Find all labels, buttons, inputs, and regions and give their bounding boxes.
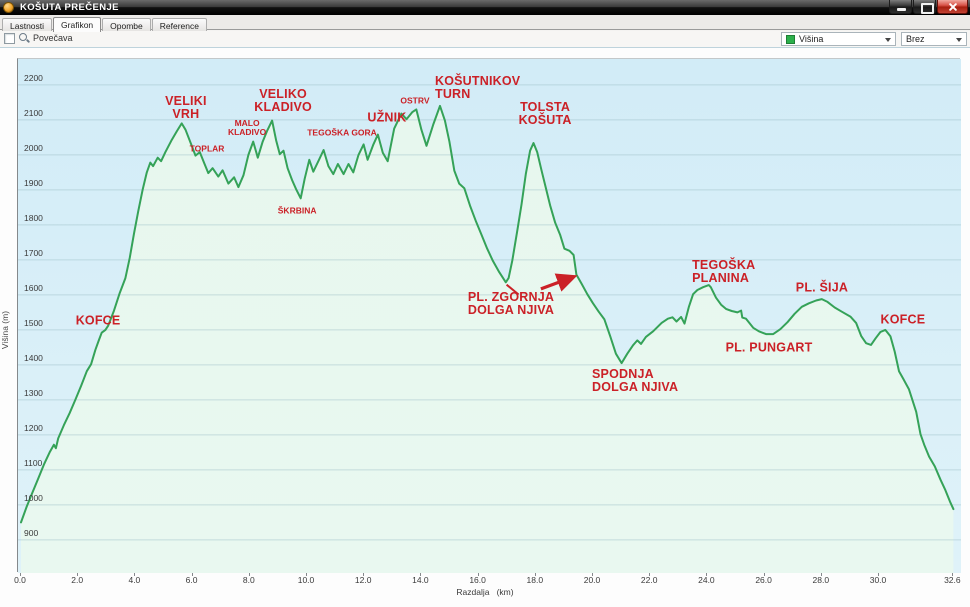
svg-text:1300: 1300 [24, 388, 43, 398]
window-title: KOŠUTA PREČENJE [20, 2, 119, 13]
zoom-checkbox-label: Povečava [33, 33, 73, 43]
chevron-down-icon [956, 38, 962, 42]
svg-text:2200: 2200 [24, 73, 43, 83]
x-tick-label: 8.0 [242, 575, 255, 585]
x-tick-label: 28.0 [812, 575, 830, 585]
overlay-dropdown[interactable]: Brez [901, 32, 967, 46]
x-tick-label: 26.0 [755, 575, 772, 585]
x-tick-label: 20.0 [583, 575, 601, 585]
x-tick-label: 18.0 [526, 575, 544, 585]
peak-label-veliki-vrh: VELIKI VRH [165, 94, 207, 122]
peak-label-pl-zgornja-dolga-njiva: PL. ZGORNJA DOLGA NJIVA [467, 290, 555, 318]
peak-label-tegos-ka-gora: TEGOŠKA GORA [307, 127, 377, 138]
peak-label-malo-kladivo: MALO KLADIVO [227, 118, 267, 137]
x-tick-mark [649, 573, 651, 576]
svg-text:1500: 1500 [24, 318, 43, 328]
tab-reference[interactable]: Reference [151, 18, 207, 32]
x-tick-label: 14.0 [412, 575, 429, 585]
svg-text:900: 900 [24, 528, 38, 538]
x-tick-mark [306, 573, 307, 576]
series-dropdown[interactable]: Višina [781, 32, 896, 46]
svg-text:1200: 1200 [24, 423, 43, 433]
x-tick-label: 0.0 [14, 575, 26, 585]
zoom-checkbox[interactable] [4, 33, 15, 44]
peak-label-ostrv: OSTRV [400, 95, 430, 106]
series-dropdown-value: Višina [799, 34, 824, 44]
overlay-dropdown-value: Brez [906, 34, 925, 44]
x-tick-mark [952, 573, 954, 576]
app-icon [3, 2, 14, 13]
toolbar: Povečava Višina Brez [0, 31, 970, 47]
peak-label-spodnja-dolga-njiva: SPODNJA DOLGA NJIVA [592, 367, 679, 395]
svg-text:1000: 1000 [24, 493, 43, 503]
x-axis-title: Razdalja (km) [456, 587, 514, 597]
x-tick-label: 12.0 [354, 575, 372, 585]
peak-label-uz-nik: UŽNIK [367, 110, 407, 125]
x-tick-label: 4.0 [128, 575, 141, 585]
x-tick-mark [592, 573, 593, 576]
x-tick-mark [20, 573, 21, 576]
x-tick-mark [191, 573, 193, 576]
x-tick-label: 30.0 [869, 575, 887, 585]
y-axis-title: Višina (m) [0, 310, 10, 350]
svg-text:1400: 1400 [24, 353, 43, 363]
peak-label-kos-utnikov-turn: KOŠUTNIKOV TURN [434, 73, 521, 101]
svg-text:1600: 1600 [24, 283, 43, 293]
minimize-button[interactable] [889, 0, 912, 14]
tab-lastnosti[interactable]: Lastnosti [2, 18, 53, 32]
x-tick-mark [134, 573, 136, 576]
x-tick-mark [420, 573, 422, 576]
x-tick-mark [477, 573, 479, 576]
x-tick-mark [820, 573, 822, 576]
x-tick-label: 10.0 [297, 575, 315, 585]
svg-text:2100: 2100 [24, 108, 43, 118]
tab-opombe[interactable]: Opombe [102, 18, 151, 32]
title-bar[interactable]: KOŠUTA PREČENJE [0, 0, 970, 15]
peak-label-kofce: KOFCE [75, 313, 121, 328]
elevation-plot[interactable]: 900 1000 1100 1200 1300 1400 1500 1600 1700 1800 1… [17, 58, 961, 573]
x-tick-mark [763, 573, 765, 576]
svg-text:1700: 1700 [24, 248, 43, 258]
peak-label-pl-pungart: PL. PUNGART [725, 340, 813, 355]
x-tick-mark [77, 573, 79, 576]
close-button[interactable] [937, 0, 968, 14]
x-tick-mark [248, 573, 250, 576]
peak-label-s-krbina: ŠKRBINA [277, 205, 317, 216]
svg-text:1800: 1800 [24, 213, 43, 223]
x-tick-mark [878, 573, 879, 576]
x-tick-label: 24.0 [698, 575, 715, 585]
svg-text:2000: 2000 [24, 143, 43, 153]
tab-grafikon[interactable]: Grafikon [53, 17, 102, 32]
svg-text:1100: 1100 [24, 458, 43, 468]
tab-bar: Lastnosti Grafikon Opombe Reference [0, 15, 970, 32]
peak-label-toplar: TOPLAR [189, 143, 225, 154]
x-tick-mark [363, 573, 365, 576]
maximize-button[interactable] [913, 0, 936, 14]
svg-text:1900: 1900 [24, 178, 43, 188]
chevron-down-icon [885, 38, 891, 42]
peak-label-kofce: KOFCE [880, 312, 926, 327]
series-color-swatch [786, 34, 795, 44]
x-tick-label: 32.6 [944, 575, 961, 585]
x-tick-label: 2.0 [71, 575, 84, 585]
chart-panel: Višina (m) 900 1000 1100 1200 1300 1400 1500 16… [0, 47, 970, 607]
peak-label-tegos-ka-planina: TEGOŠKA PLANINA [692, 257, 756, 285]
peak-label-tolsta-kos-uta: TOLSTA KOŠUTA [518, 100, 572, 127]
peak-label-pl-s-ija: PL. ŠIJA [795, 280, 849, 295]
x-tick-mark [706, 573, 708, 576]
x-tick-label: 22.0 [640, 575, 658, 585]
magnifier-icon [19, 33, 30, 44]
x-tick-label: 16.0 [469, 575, 486, 585]
peak-label-veliko-kladivo: VELIKO KLADIVO [254, 87, 312, 115]
x-tick-mark [534, 573, 536, 576]
x-tick-label: 6.0 [185, 575, 198, 585]
